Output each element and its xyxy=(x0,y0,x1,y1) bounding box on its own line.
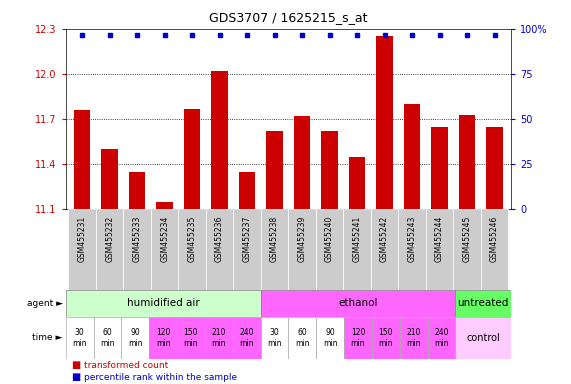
Text: ■: ■ xyxy=(71,360,81,370)
Text: 120
min: 120 min xyxy=(156,328,170,348)
Text: GSM455238: GSM455238 xyxy=(270,216,279,262)
Bar xyxy=(233,317,260,359)
Text: GSM455235: GSM455235 xyxy=(188,216,196,262)
Text: 240
min: 240 min xyxy=(434,328,449,348)
Bar xyxy=(481,209,508,290)
Text: GSM455243: GSM455243 xyxy=(408,216,417,262)
Bar xyxy=(288,209,316,290)
Text: 30
min: 30 min xyxy=(267,328,282,348)
Bar xyxy=(211,71,228,209)
Text: GSM455240: GSM455240 xyxy=(325,216,334,262)
Bar xyxy=(288,317,316,359)
Text: time ►: time ► xyxy=(33,333,63,343)
Text: GSM455236: GSM455236 xyxy=(215,216,224,262)
Text: 150
min: 150 min xyxy=(379,328,393,348)
Text: 150
min: 150 min xyxy=(184,328,198,348)
Bar xyxy=(456,317,511,359)
Bar xyxy=(459,114,475,209)
Bar xyxy=(343,209,371,290)
Text: ethanol: ethanol xyxy=(338,298,377,308)
Bar xyxy=(431,127,448,209)
Text: GSM455232: GSM455232 xyxy=(105,216,114,262)
Bar xyxy=(376,36,393,209)
Text: 210
min: 210 min xyxy=(407,328,421,348)
Text: GSM455245: GSM455245 xyxy=(463,216,472,262)
Bar xyxy=(96,209,123,290)
Bar xyxy=(234,209,261,290)
Bar xyxy=(149,317,177,359)
Bar xyxy=(426,209,453,290)
Bar xyxy=(266,131,283,209)
Bar xyxy=(177,317,205,359)
Text: transformed count: transformed count xyxy=(84,361,168,370)
Text: GSM455231: GSM455231 xyxy=(78,216,87,262)
Bar xyxy=(261,209,288,290)
Bar xyxy=(129,172,146,209)
Text: GSM455244: GSM455244 xyxy=(435,216,444,262)
Bar xyxy=(344,317,372,359)
Bar xyxy=(400,317,428,359)
Bar xyxy=(66,317,94,359)
Text: 210
min: 210 min xyxy=(211,328,226,348)
Text: 30
min: 30 min xyxy=(73,328,87,348)
Bar xyxy=(74,110,90,209)
Bar xyxy=(371,209,399,290)
Text: GSM455246: GSM455246 xyxy=(490,216,499,262)
Bar xyxy=(94,317,122,359)
Bar xyxy=(205,317,233,359)
Bar xyxy=(428,317,456,359)
Bar xyxy=(184,109,200,209)
Text: GSM455233: GSM455233 xyxy=(132,216,142,262)
Text: ■: ■ xyxy=(71,372,81,382)
Text: 90
min: 90 min xyxy=(128,328,143,348)
Text: GSM455241: GSM455241 xyxy=(352,216,361,262)
Text: agent ►: agent ► xyxy=(27,299,63,308)
Text: GDS3707 / 1625215_s_at: GDS3707 / 1625215_s_at xyxy=(209,11,368,24)
Bar xyxy=(260,290,456,317)
Bar xyxy=(123,209,151,290)
Bar xyxy=(239,172,255,209)
Bar xyxy=(453,209,481,290)
Text: GSM455239: GSM455239 xyxy=(297,216,307,262)
Bar xyxy=(316,317,344,359)
Bar xyxy=(316,209,343,290)
Bar xyxy=(486,127,503,209)
Text: percentile rank within the sample: percentile rank within the sample xyxy=(84,373,237,382)
Text: GSM455242: GSM455242 xyxy=(380,216,389,262)
Bar xyxy=(260,317,288,359)
Bar xyxy=(178,209,206,290)
Bar xyxy=(151,209,178,290)
Bar xyxy=(122,317,149,359)
Text: control: control xyxy=(467,333,500,343)
Bar xyxy=(372,317,400,359)
Bar xyxy=(69,209,96,290)
Text: humidified air: humidified air xyxy=(127,298,199,308)
Bar xyxy=(349,157,365,209)
Text: 240
min: 240 min xyxy=(239,328,254,348)
Text: GSM455237: GSM455237 xyxy=(243,216,252,262)
Bar xyxy=(399,209,426,290)
Text: 60
min: 60 min xyxy=(100,328,115,348)
Bar xyxy=(404,104,420,209)
Bar xyxy=(321,131,338,209)
Text: GSM455234: GSM455234 xyxy=(160,216,169,262)
Text: 60
min: 60 min xyxy=(295,328,309,348)
Bar xyxy=(156,202,173,209)
Bar xyxy=(66,290,260,317)
Text: 90
min: 90 min xyxy=(323,328,337,348)
Bar xyxy=(294,116,311,209)
Bar xyxy=(206,209,234,290)
Bar xyxy=(102,149,118,209)
Bar xyxy=(456,290,511,317)
Text: untreated: untreated xyxy=(457,298,509,308)
Text: 120
min: 120 min xyxy=(351,328,365,348)
